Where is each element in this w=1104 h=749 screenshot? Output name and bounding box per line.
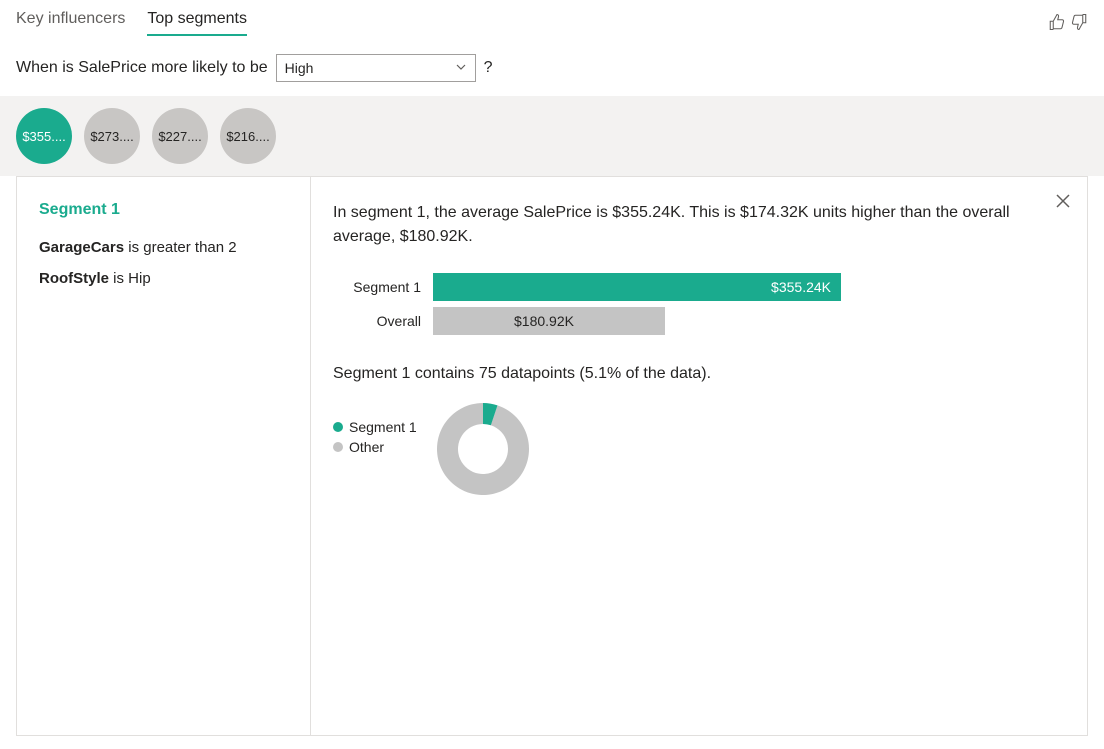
bar-label: Overall xyxy=(333,313,433,329)
legend-item: Other xyxy=(333,439,417,455)
legend-label: Segment 1 xyxy=(349,419,417,435)
feedback-icons xyxy=(1048,13,1088,34)
question-suffix: ? xyxy=(484,59,493,77)
segment-bubble-3[interactable]: $227.... xyxy=(152,108,208,164)
chevron-down-icon xyxy=(455,60,467,76)
legend-dot-icon xyxy=(333,422,343,432)
bar-row: Overall$180.92K xyxy=(333,307,1065,335)
comparison-bar-chart: Segment 1$355.24KOverall$180.92K xyxy=(333,273,1065,335)
donut-legend: Segment 1 Other xyxy=(333,401,417,455)
content-panel: Segment 1 GarageCars is greater than 2 Ro… xyxy=(16,176,1088,736)
bar-fill: $180.92K xyxy=(433,307,665,335)
thumbs-down-icon[interactable] xyxy=(1070,13,1088,34)
dropdown-selected: High xyxy=(285,60,314,76)
thumbs-up-icon[interactable] xyxy=(1048,13,1066,34)
question-prefix: When is SalePrice more likely to be xyxy=(16,59,268,77)
segment-bubble-2[interactable]: $273.... xyxy=(84,108,140,164)
segment-bubble-4[interactable]: $216.... xyxy=(220,108,276,164)
tabs: Key influencers Top segments xyxy=(16,10,247,36)
tab-key-influencers[interactable]: Key influencers xyxy=(16,10,125,36)
segment-condition: RoofStyle is Hip xyxy=(39,270,288,287)
segment-condition: GarageCars is greater than 2 xyxy=(39,239,288,256)
segment-title: Segment 1 xyxy=(39,201,288,219)
close-icon xyxy=(1055,196,1071,212)
legend-item: Segment 1 xyxy=(333,419,417,435)
summary-text: In segment 1, the average SalePrice is $… xyxy=(333,201,1023,249)
legend-label: Other xyxy=(349,439,384,455)
datapoints-text: Segment 1 contains 75 datapoints (5.1% o… xyxy=(333,365,1065,383)
legend-dot-icon xyxy=(333,442,343,452)
donut-chart xyxy=(435,401,531,497)
segment-conditions-pane: Segment 1 GarageCars is greater than 2 Ro… xyxy=(17,177,311,735)
value-dropdown[interactable]: High xyxy=(276,54,476,82)
bar-fill: $355.24K xyxy=(433,273,841,301)
segment-bubbles: $355....$273....$227....$216.... xyxy=(0,96,1104,176)
question-row: When is SalePrice more likely to be High… xyxy=(0,36,1104,96)
bar-row: Segment 1$355.24K xyxy=(333,273,1065,301)
segment-detail-pane: In segment 1, the average SalePrice is $… xyxy=(311,177,1087,735)
close-button[interactable] xyxy=(1055,193,1071,212)
tab-top-segments[interactable]: Top segments xyxy=(147,10,247,36)
bar-label: Segment 1 xyxy=(333,279,433,295)
segment-bubble-1[interactable]: $355.... xyxy=(16,108,72,164)
